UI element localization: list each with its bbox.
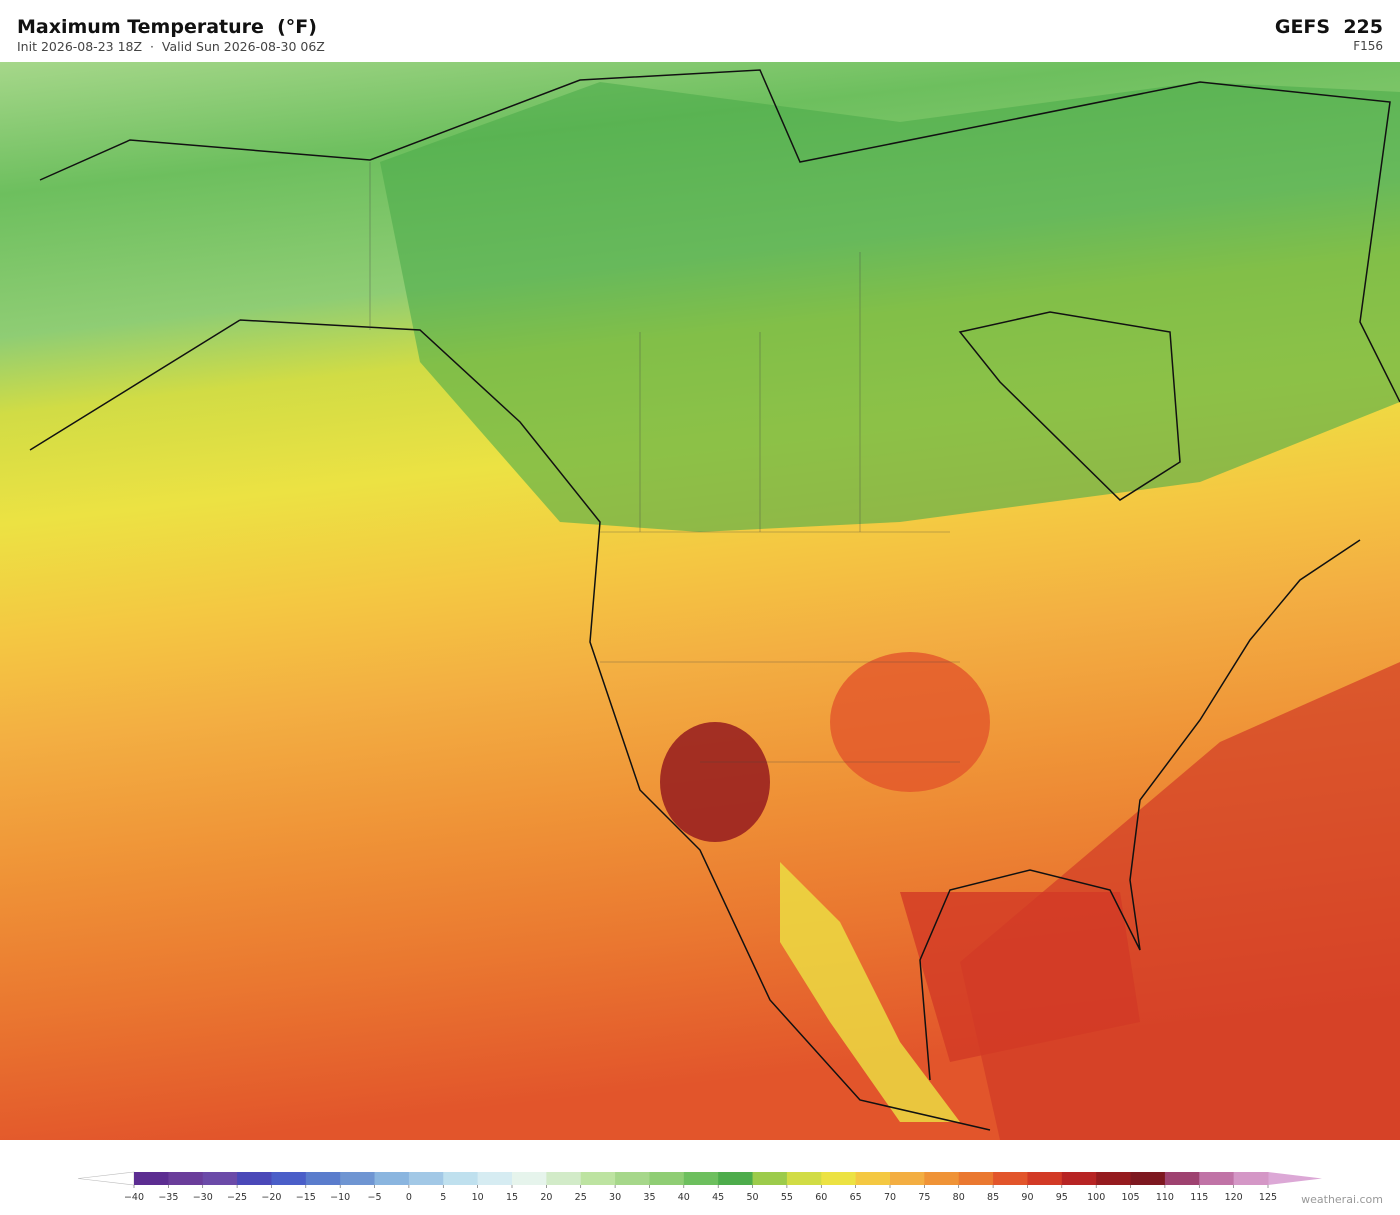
colorbar-segment xyxy=(202,1172,238,1185)
colorbar-tick-label: 90 xyxy=(1021,1192,1033,1203)
colorbar-tick-label: 95 xyxy=(1056,1192,1068,1203)
colorbar-segment xyxy=(512,1172,547,1185)
gulf-warm xyxy=(900,892,1140,1062)
colorbar-tick-label: 120 xyxy=(1225,1192,1243,1203)
colorbar-tick-label: 40 xyxy=(678,1192,690,1203)
colorbar-tick-label: 15 xyxy=(506,1192,518,1203)
colorbar-segment xyxy=(1061,1172,1097,1185)
colorbar-tick-label: 10 xyxy=(472,1192,484,1203)
colorbar-segment xyxy=(821,1172,857,1185)
colorbar-segment xyxy=(1233,1172,1269,1185)
colorbar-segment xyxy=(718,1172,754,1185)
credit: weatherai.com xyxy=(1301,1193,1383,1206)
colorbar-segment xyxy=(1130,1172,1166,1185)
colorbar-tick-label: 0 xyxy=(406,1192,412,1203)
colorbar-segment xyxy=(1164,1172,1200,1185)
colorbar-segment xyxy=(580,1172,616,1185)
colorbar-tick-label: 115 xyxy=(1190,1192,1208,1203)
colorbar-tick-label: 125 xyxy=(1259,1192,1277,1203)
colorbar-segment xyxy=(649,1172,685,1185)
colorbar-segment xyxy=(1096,1172,1132,1185)
colorbar-segment xyxy=(1199,1172,1235,1185)
colorbar-segment xyxy=(924,1172,960,1185)
colorbar-segment xyxy=(615,1172,650,1185)
forecast-hour: F156 xyxy=(1353,39,1383,53)
coastline xyxy=(29,69,1400,1131)
colorbar-tick-label: 30 xyxy=(609,1192,621,1203)
colorbar: −40 −35 −30 −25 −20 −15 −10 −5 0 5 10 15 20 25 30 35 40 4… xyxy=(77,1171,1322,1203)
colorbar-segment xyxy=(134,1172,169,1185)
colorbar-segment xyxy=(443,1172,479,1185)
colorbar-tick-label: 80 xyxy=(953,1192,965,1203)
title: Maximum Temperature (°F) xyxy=(17,16,317,38)
colorbar-tick-label: −25 xyxy=(227,1192,247,1203)
map xyxy=(0,62,1400,1140)
colorbar-segment xyxy=(374,1172,410,1185)
colorbar-tick-label: 110 xyxy=(1156,1192,1174,1203)
colorbar-segment xyxy=(890,1172,925,1185)
desert-heat xyxy=(660,722,770,842)
plains-heat xyxy=(830,652,990,792)
colorbar-tick-label: 50 xyxy=(746,1192,758,1203)
colorbar-over xyxy=(1268,1172,1322,1185)
colorbar-segment xyxy=(993,1172,1028,1185)
colorbar-tick-label: 45 xyxy=(712,1192,724,1203)
model: GEFS 225 xyxy=(1274,16,1383,38)
colorbar-segment xyxy=(408,1172,444,1185)
colorbar-tick-label: −15 xyxy=(296,1192,316,1203)
colorbar-tick-label: 35 xyxy=(643,1192,655,1203)
cool-region xyxy=(380,82,1400,532)
colorbar-tick-label: −35 xyxy=(158,1192,178,1203)
colorbar-segment xyxy=(1027,1172,1063,1185)
colorbar-segment xyxy=(168,1172,204,1185)
colorbar-tick-label: 60 xyxy=(815,1192,827,1203)
colorbar-segment xyxy=(237,1172,272,1185)
colorbar-tick-label: −10 xyxy=(330,1192,350,1203)
colorbar-tick-label: 100 xyxy=(1087,1192,1105,1203)
colorbar-tick-label: 55 xyxy=(781,1192,793,1203)
colorbar-segment xyxy=(477,1172,513,1185)
subtitle: Init 2026-08-23 18Z · Valid Sun 2026-08-… xyxy=(17,39,325,54)
colorbar-segment xyxy=(305,1172,341,1185)
colorbar-tick-label: 105 xyxy=(1121,1192,1139,1203)
mexico-highlands xyxy=(780,862,960,1122)
colorbar-segment xyxy=(958,1172,994,1185)
colorbar-tick-label: −40 xyxy=(124,1192,144,1203)
colorbar-tick-label: 20 xyxy=(540,1192,552,1203)
colorbar-tick-label: 25 xyxy=(575,1192,587,1203)
colorbar-segment xyxy=(752,1172,788,1185)
colorbar-tick-label: −20 xyxy=(261,1192,281,1203)
colorbar-tick-label: 5 xyxy=(440,1192,446,1203)
colorbar-under xyxy=(77,1171,135,1186)
colorbar-tick-label: 75 xyxy=(918,1192,930,1203)
colorbar-segment xyxy=(683,1172,719,1185)
colorbar-tick-label: −5 xyxy=(368,1192,382,1203)
colorbar-tick-label: −30 xyxy=(193,1192,213,1203)
colorbar-segment xyxy=(855,1172,891,1185)
colorbar-segment xyxy=(546,1172,582,1185)
colorbar-segment xyxy=(786,1172,822,1185)
colorbar-tick-label: 70 xyxy=(884,1192,896,1203)
borders xyxy=(369,162,960,763)
colorbar-segment xyxy=(340,1172,376,1185)
colorbar-tick-label: 65 xyxy=(850,1192,862,1203)
colorbar-tick-label: 85 xyxy=(987,1192,999,1203)
colorbar-segment xyxy=(271,1172,307,1185)
